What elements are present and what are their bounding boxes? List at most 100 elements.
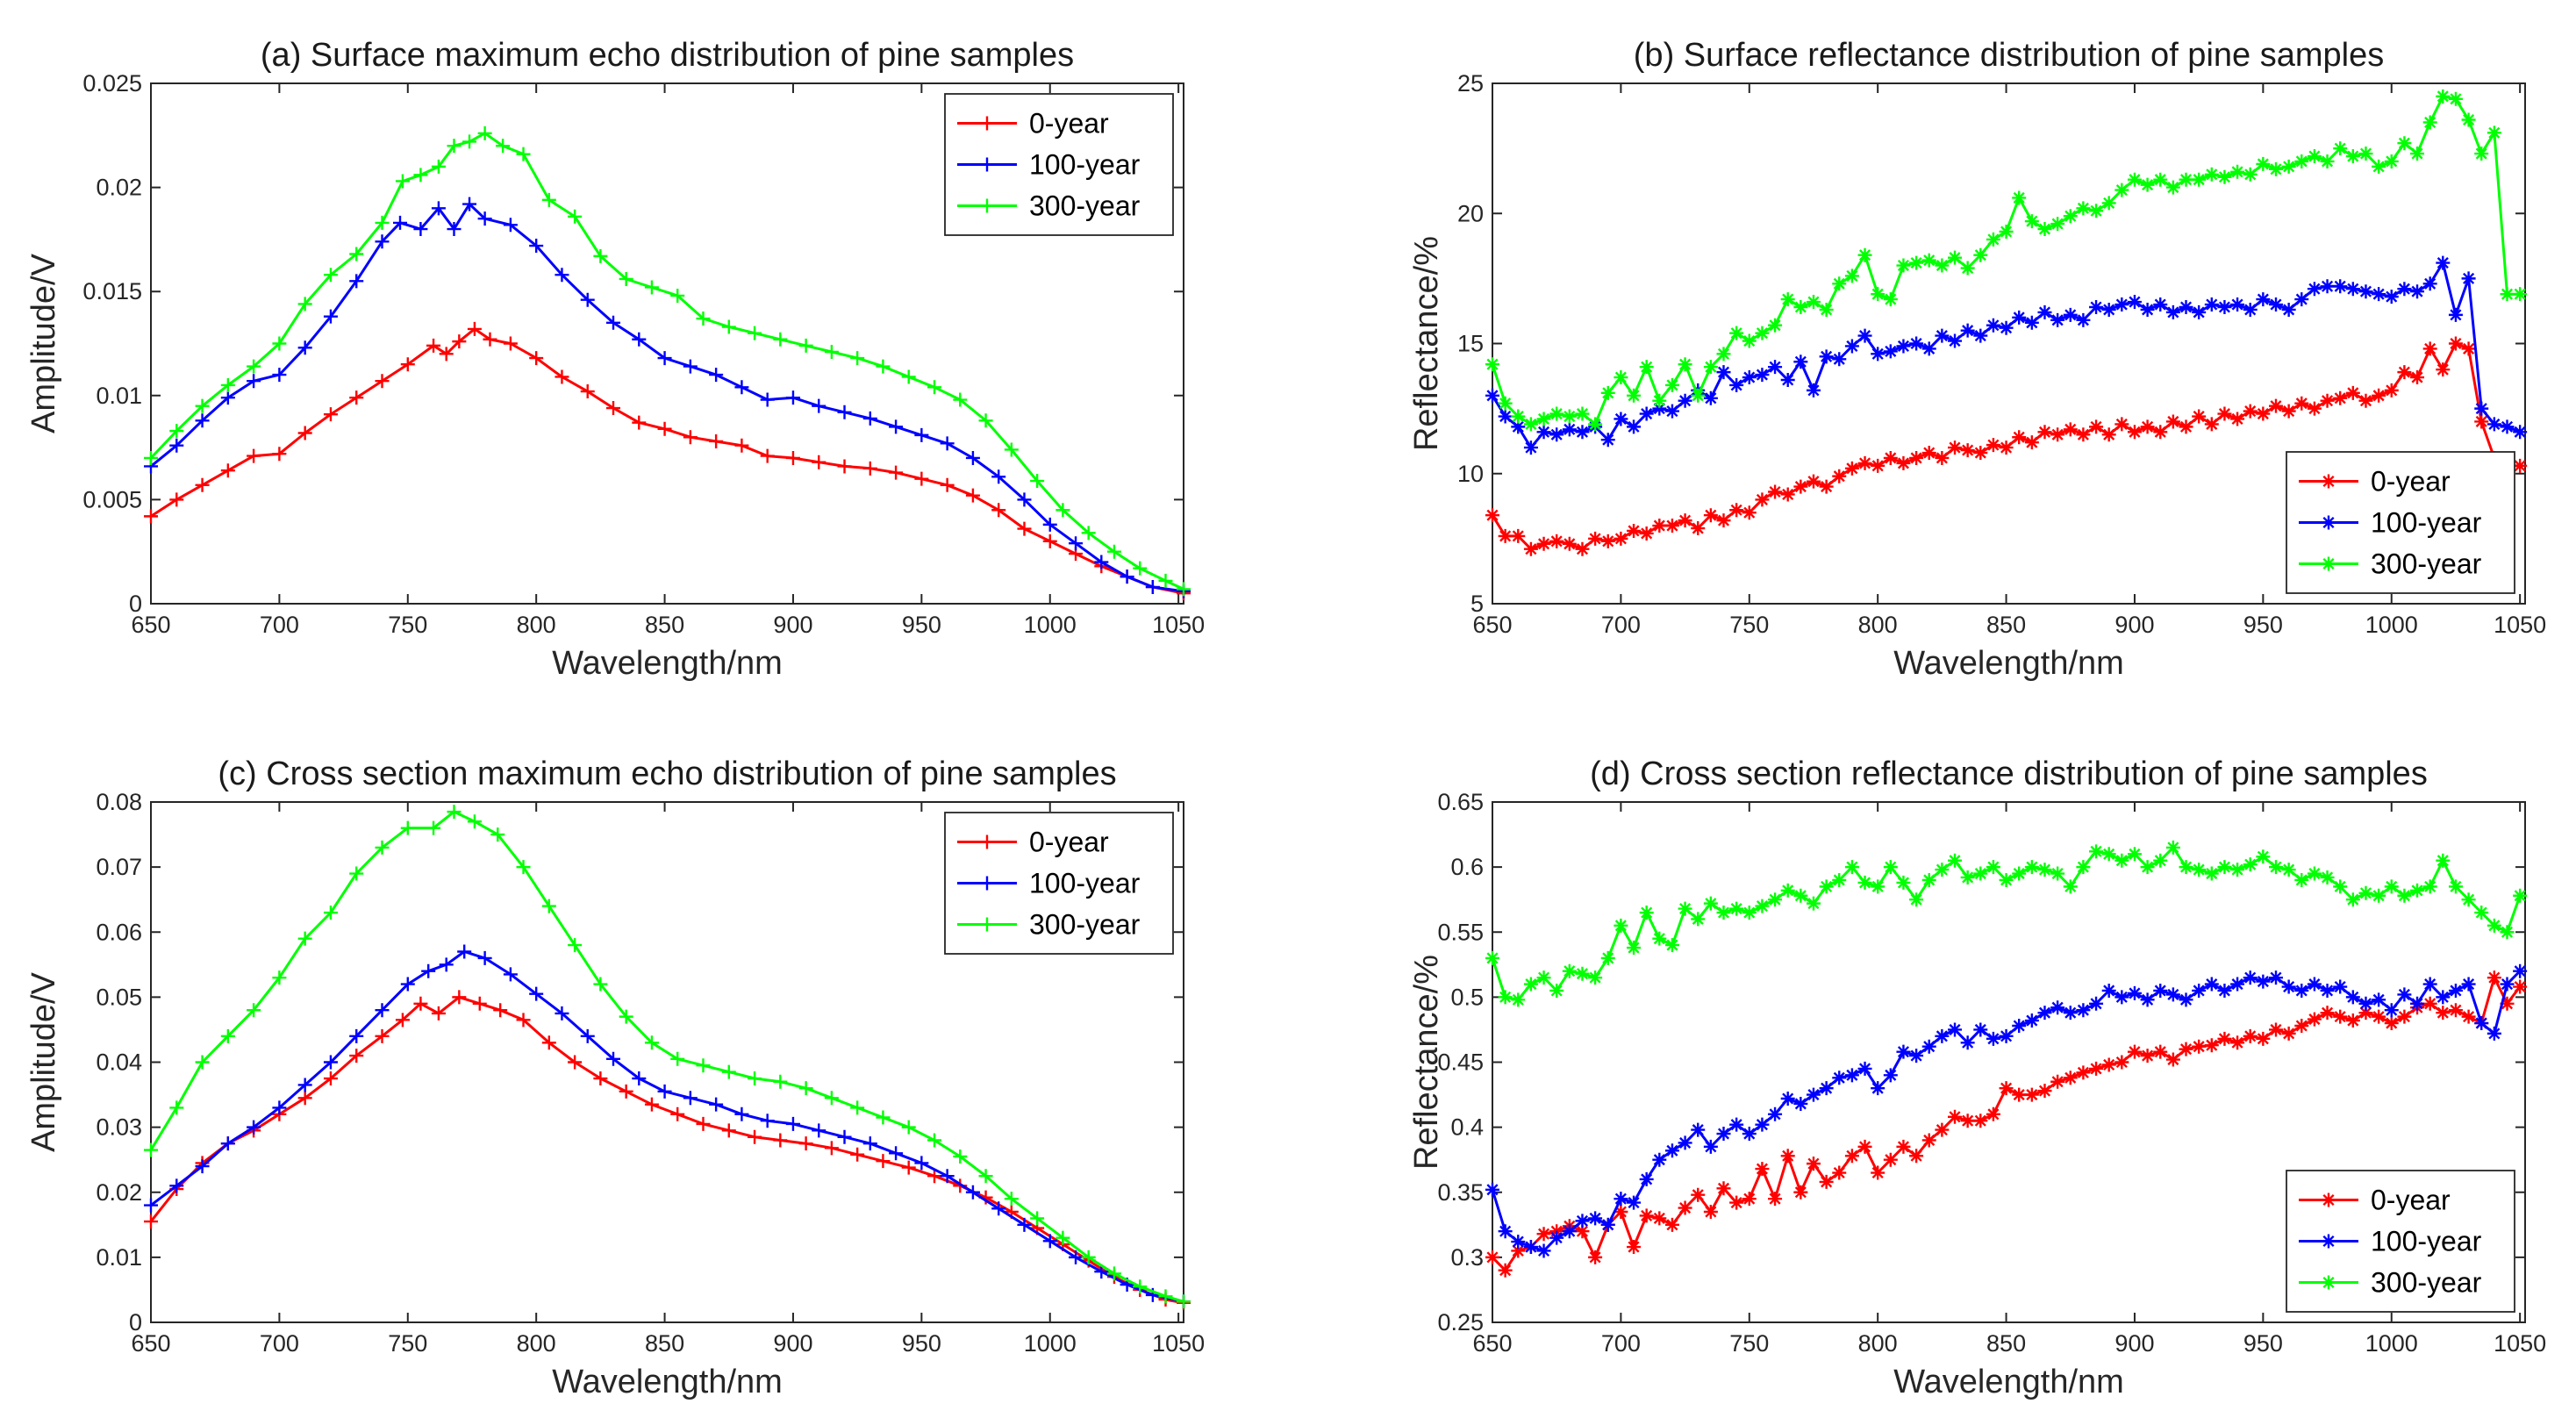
- data-point: [195, 477, 210, 492]
- legend-label: 100-year: [1029, 868, 1141, 899]
- data-point: [1806, 896, 1821, 911]
- y-tick-label: 0.35: [1437, 1179, 1484, 1206]
- legend-swatch-marker: [980, 834, 994, 849]
- data-point: [1729, 503, 1744, 518]
- data-point: [760, 1114, 775, 1128]
- data-point: [1999, 1081, 2014, 1096]
- data-point: [2165, 840, 2180, 855]
- data-point: [2140, 860, 2155, 875]
- data-point: [1081, 526, 1096, 541]
- data-point: [2089, 844, 2104, 859]
- data-point: [1575, 966, 1590, 981]
- data-point: [901, 369, 916, 384]
- data-point: [1986, 232, 2000, 247]
- data-point: [734, 1106, 749, 1121]
- data-point: [1935, 328, 1950, 343]
- data-point: [721, 319, 736, 334]
- data-point: [169, 424, 184, 439]
- data-point: [632, 332, 647, 347]
- data-point: [1806, 1087, 1821, 1102]
- x-tick-label: 1000: [1024, 612, 1077, 638]
- x-tick-label: 750: [1729, 1330, 1769, 1357]
- data-point: [1523, 417, 1538, 432]
- data-point: [2243, 970, 2258, 985]
- data-point: [837, 1129, 852, 1144]
- data-point: [1986, 1031, 2000, 1046]
- data-point: [593, 1071, 608, 1086]
- data-point: [2384, 383, 2399, 397]
- data-point: [812, 455, 826, 469]
- data-point: [439, 957, 454, 972]
- data-point: [1549, 534, 1564, 548]
- data-point: [2345, 1013, 2360, 1028]
- data-point: [1999, 1028, 2014, 1043]
- data-point: [1678, 1200, 1692, 1215]
- data-point: [2422, 341, 2437, 356]
- data-point: [2037, 1084, 2052, 1099]
- data-point: [683, 1091, 698, 1106]
- data-point: [2448, 91, 2463, 106]
- data-point: [1755, 1117, 1770, 1132]
- legend-label: 300-year: [1029, 190, 1141, 222]
- data-point: [1921, 872, 1936, 887]
- data-point: [812, 1123, 826, 1138]
- x-tick-label: 1050: [2494, 1330, 2546, 1357]
- data-point: [462, 197, 477, 211]
- data-point: [1106, 544, 1121, 559]
- data-point: [1030, 1211, 1045, 1226]
- data-point: [1909, 336, 1924, 351]
- data-point: [568, 938, 583, 953]
- data-point: [349, 866, 364, 881]
- data-point: [2101, 196, 2116, 211]
- data-point: [2050, 312, 2065, 327]
- data-point: [1639, 1171, 1654, 1186]
- chart-panel-3: (c) Cross section maximum echo distribut…: [25, 756, 1205, 1400]
- data-point: [2024, 1013, 2039, 1028]
- y-tick-label: 0.08: [96, 789, 142, 815]
- data-point: [247, 359, 261, 374]
- data-point: [1588, 531, 1603, 546]
- data-point: [2101, 1057, 2116, 1072]
- data-point: [529, 239, 544, 254]
- data-point: [375, 1028, 390, 1043]
- x-tick-label: 700: [1601, 1330, 1641, 1357]
- data-point: [1042, 517, 1057, 532]
- data-point: [413, 168, 428, 183]
- x-tick-label: 1050: [1152, 612, 1205, 638]
- data-point: [2050, 427, 2065, 442]
- x-tick-label: 950: [2243, 1330, 2283, 1357]
- legend-swatch-marker: [980, 116, 994, 131]
- data-point: [2204, 167, 2219, 182]
- data-point: [2320, 983, 2335, 998]
- data-point: [785, 1116, 800, 1131]
- data-point: [1896, 1044, 1911, 1059]
- data-point: [1921, 446, 1936, 461]
- data-point: [2243, 302, 2258, 317]
- data-point: [1832, 872, 1847, 887]
- data-point: [1511, 1235, 1526, 1250]
- data-point: [555, 268, 569, 283]
- data-point: [2307, 977, 2322, 992]
- data-point: [1614, 412, 1628, 426]
- data-point: [496, 139, 511, 154]
- data-point: [2165, 414, 2180, 429]
- x-tick-label: 1000: [2365, 612, 2418, 638]
- data-point: [2140, 419, 2155, 434]
- data-point: [2114, 297, 2129, 312]
- data-point: [555, 369, 569, 384]
- data-point: [2217, 299, 2232, 314]
- data-point: [1844, 269, 1859, 283]
- data-point: [2127, 172, 2142, 187]
- data-point: [889, 419, 904, 434]
- data-point: [914, 1156, 929, 1171]
- y-tick-label: 0.55: [1437, 919, 1484, 945]
- y-tick-label: 0.3: [1450, 1244, 1484, 1271]
- data-point: [1819, 479, 1834, 494]
- data-point: [1691, 521, 1706, 536]
- data-point: [2333, 141, 2348, 156]
- data-point: [1973, 446, 1988, 461]
- data-point: [2345, 892, 2360, 907]
- data-point: [195, 1055, 210, 1070]
- x-tick-label: 900: [773, 1330, 812, 1357]
- data-point: [1030, 474, 1045, 489]
